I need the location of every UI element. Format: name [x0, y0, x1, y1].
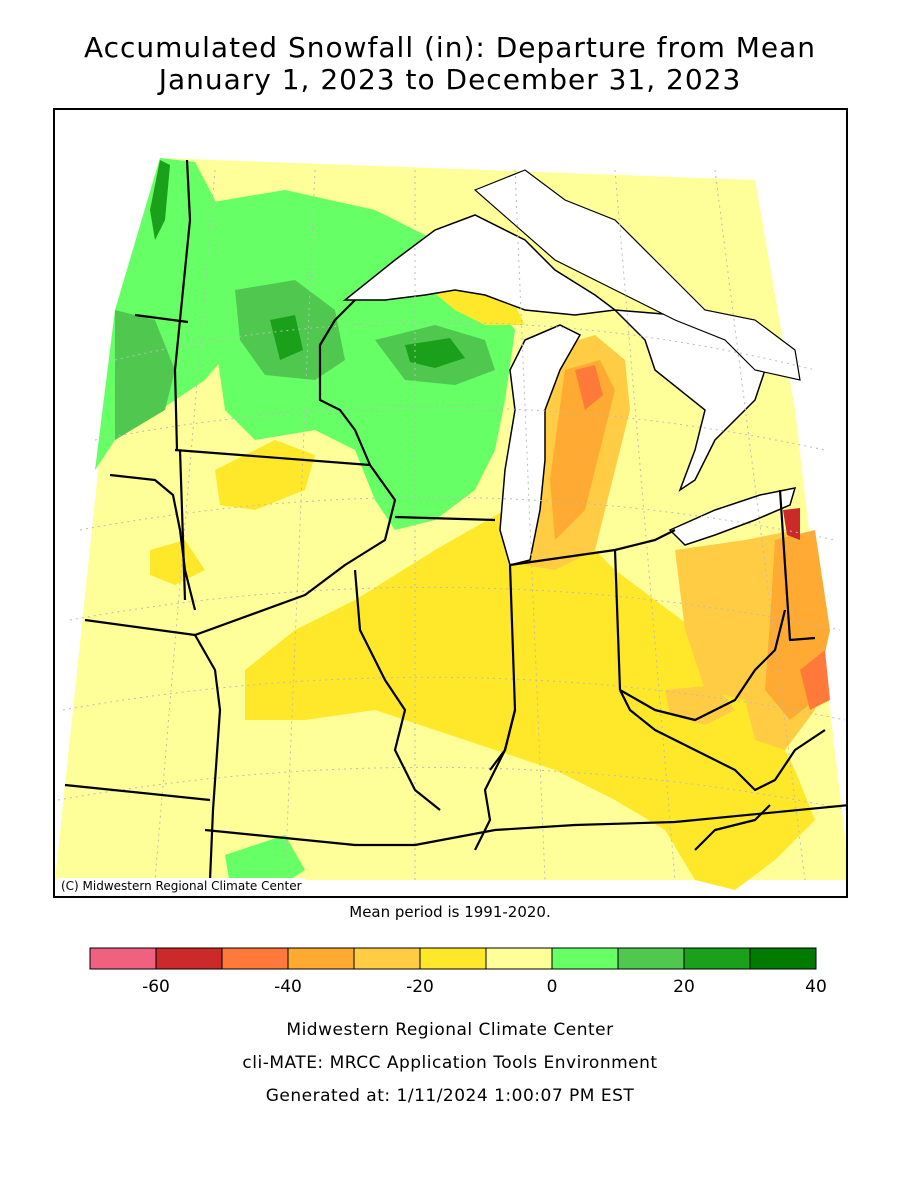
- legend-bin: [89, 947, 157, 970]
- contour-green-darkest1: [270, 315, 303, 360]
- map-credit: (C) Midwestern Regional Climate Center: [57, 878, 306, 894]
- footer-tool: cli-MATE: MRCC Application Tools Environ…: [242, 1053, 658, 1073]
- footer-generated-timestamp: Generated at: 1/11/2024 1:00:07 PM EST: [265, 1086, 635, 1106]
- contour-yellow-small: [150, 540, 205, 585]
- legend-tick-label: 0: [547, 977, 558, 997]
- legend-tick-label: -20: [406, 977, 434, 997]
- contour-darkorange1: [550, 360, 615, 540]
- footer-organization: Midwestern Regional Climate Center: [286, 1020, 614, 1040]
- mean-period-note: Mean period is 1991-2020.: [349, 903, 551, 921]
- map-frame: (C) Midwestern Regional Climate Center: [53, 108, 848, 898]
- legend-ticks: -60 -40 -20 0 20 40: [142, 977, 827, 997]
- legend-bin: [221, 947, 289, 970]
- contour-green-edge: [150, 160, 170, 240]
- legend-tick-label: -60: [142, 977, 170, 997]
- canada-land: [473, 169, 801, 381]
- contour-yellow-north: [425, 285, 525, 325]
- lake-michigan: [499, 324, 582, 566]
- legend-bin: [485, 947, 553, 970]
- legend-bin: [683, 947, 751, 970]
- legend-tick-label: 20: [673, 977, 695, 997]
- legend-bin: [419, 947, 487, 970]
- legend-tick-label: -40: [274, 977, 302, 997]
- contour-green-darkest2: [405, 338, 465, 368]
- legend-tick-label: 40: [805, 977, 827, 997]
- contour-yellow-central: [245, 510, 815, 890]
- snowfall-departure-map: [55, 110, 846, 896]
- color-legend: -60 -40 -20 0 20 40: [89, 947, 827, 997]
- contour-yellow-iowa: [215, 440, 315, 510]
- state-boundaries: [64, 159, 846, 881]
- contour-darkred: [783, 508, 800, 540]
- legend-bin: [287, 947, 355, 970]
- legend-bins: [89, 947, 817, 970]
- contour-red2: [800, 650, 830, 710]
- contour-green-southwest: [225, 835, 305, 890]
- map-title-line1: Accumulated Snowfall (in): Departure fro…: [83, 31, 817, 64]
- contour-green-midlight: [115, 310, 175, 440]
- map-title-line2: January 1, 2023 to December 31, 2023: [158, 63, 742, 96]
- legend-bin: [749, 947, 817, 970]
- contour-orange-ky: [665, 685, 735, 725]
- legend-bin: [551, 947, 619, 970]
- legend-bin: [617, 947, 685, 970]
- legend-bin: [353, 947, 421, 970]
- lake-erie: [668, 487, 797, 546]
- legend-bin: [155, 947, 223, 970]
- contour-red1: [575, 365, 603, 410]
